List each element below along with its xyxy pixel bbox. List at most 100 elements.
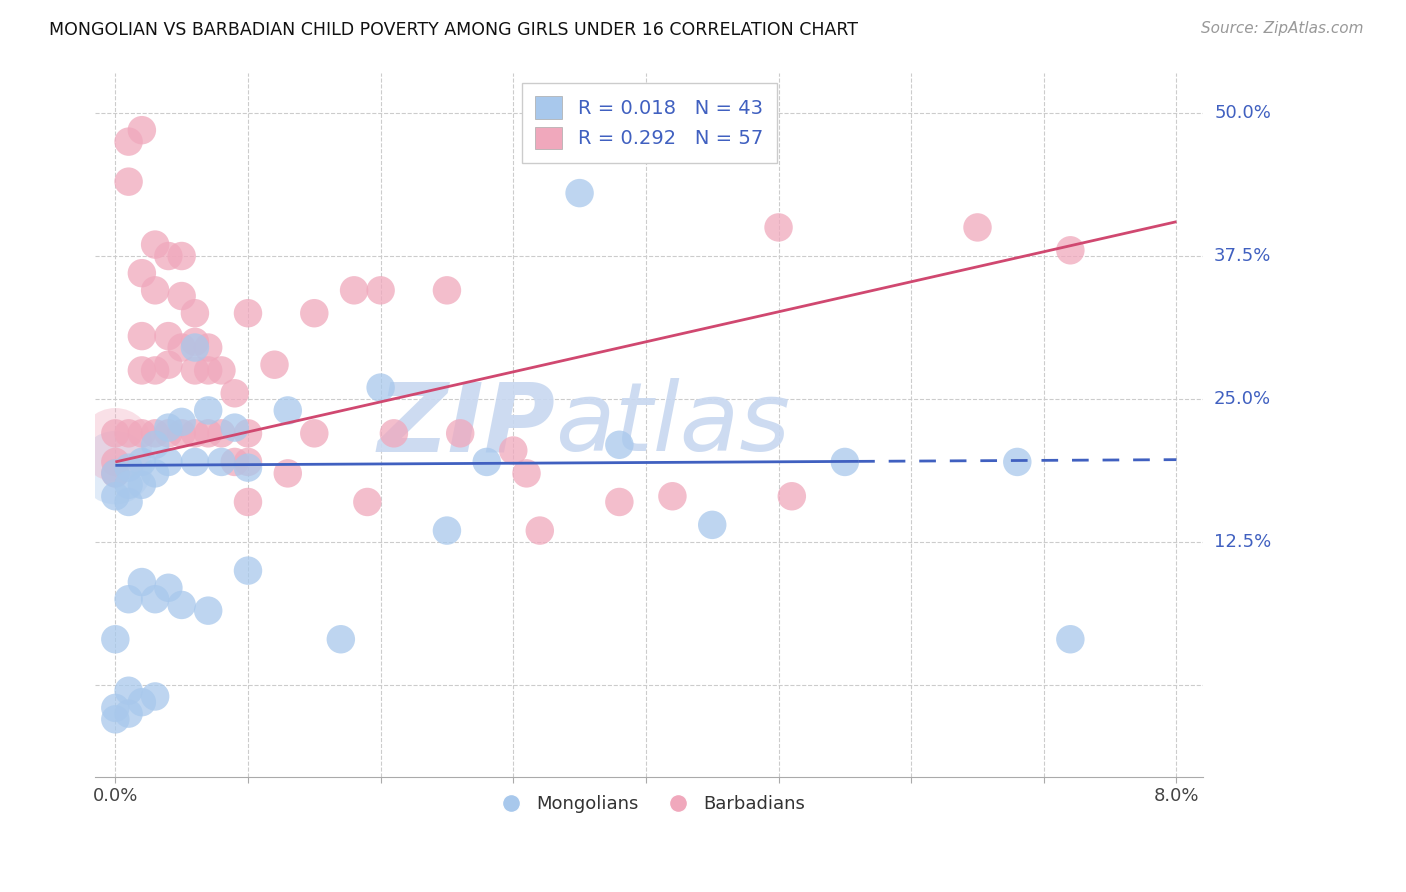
Point (515, 467, 537, 481)
Point (104, 467, 127, 481)
Point (131, 575, 153, 590)
Point (131, 455, 153, 469)
Point (184, 334, 207, 349)
Point (436, 283, 458, 297)
Point (356, 495, 378, 509)
Text: Source: ZipAtlas.com: Source: ZipAtlas.com (1201, 21, 1364, 37)
Point (170, 415, 193, 429)
Text: MONGOLIAN VS BARBADIAN CHILD POVERTY AMONG GIRLS UNDER 16 CORRELATION CHART: MONGOLIAN VS BARBADIAN CHILD POVERTY AMO… (49, 21, 858, 39)
Point (131, 478, 153, 492)
Point (143, 438, 166, 452)
Point (143, 283, 166, 297)
Point (131, 426, 153, 441)
Point (1059, 244, 1081, 258)
Point (157, 358, 180, 372)
Point (329, 632, 352, 647)
Point (197, 604, 219, 618)
Point (236, 495, 259, 509)
Point (157, 420, 180, 434)
Point (131, 266, 153, 280)
Point (529, 524, 551, 538)
Point (236, 460, 259, 475)
Point (104, 455, 127, 469)
Point (104, 489, 127, 503)
Point (104, 438, 127, 452)
Point (184, 363, 207, 377)
Point (184, 306, 207, 320)
Point (157, 581, 180, 595)
Point (104, 467, 127, 481)
Point (1059, 632, 1081, 647)
Point (104, 712, 127, 726)
Point (197, 341, 219, 355)
Point (224, 386, 246, 401)
Point (170, 289, 193, 303)
Point (370, 381, 392, 395)
Point (1007, 455, 1029, 469)
Point (304, 306, 326, 320)
Point (236, 426, 259, 441)
Point (702, 517, 724, 532)
Point (236, 564, 259, 578)
Point (117, 495, 139, 509)
Point (143, 237, 166, 252)
Point (117, 460, 139, 475)
Point (502, 443, 524, 458)
Point (143, 592, 166, 607)
Point (236, 455, 259, 469)
Text: atlas: atlas (555, 378, 790, 471)
Point (104, 701, 127, 715)
Point (609, 495, 631, 509)
Point (117, 135, 139, 149)
Point (277, 467, 299, 481)
Point (224, 455, 246, 469)
Point (117, 175, 139, 189)
Point (370, 283, 392, 297)
Point (211, 455, 233, 469)
Point (157, 455, 180, 469)
Point (157, 426, 180, 441)
Text: ZIP: ZIP (377, 378, 555, 471)
Point (661, 489, 683, 503)
Point (304, 426, 326, 441)
Point (117, 478, 139, 492)
Point (143, 363, 166, 377)
Point (157, 329, 180, 343)
Point (382, 426, 405, 441)
Point (780, 489, 803, 503)
Point (263, 358, 285, 372)
Point (170, 249, 193, 263)
Point (131, 695, 153, 709)
Point (197, 426, 219, 441)
Text: 50.0%: 50.0% (1215, 104, 1271, 122)
Point (768, 220, 790, 235)
Point (131, 123, 153, 137)
Point (184, 455, 207, 469)
Point (449, 426, 471, 441)
Point (170, 341, 193, 355)
Text: 37.5%: 37.5% (1215, 247, 1271, 265)
Point (157, 249, 180, 263)
Point (131, 363, 153, 377)
Point (211, 363, 233, 377)
Point (117, 426, 139, 441)
Point (117, 706, 139, 721)
Point (117, 683, 139, 698)
Point (143, 467, 166, 481)
Point (170, 426, 193, 441)
Point (277, 403, 299, 417)
Point (184, 426, 207, 441)
Point (104, 426, 127, 441)
Point (117, 592, 139, 607)
Legend: Mongolians, Barbadians: Mongolians, Barbadians (485, 788, 813, 821)
Point (475, 455, 498, 469)
Point (131, 329, 153, 343)
Point (343, 283, 366, 297)
Point (104, 460, 127, 475)
Point (568, 186, 591, 200)
Text: 12.5%: 12.5% (1215, 533, 1271, 551)
Point (104, 632, 127, 647)
Point (834, 455, 856, 469)
Point (609, 438, 631, 452)
Point (184, 341, 207, 355)
